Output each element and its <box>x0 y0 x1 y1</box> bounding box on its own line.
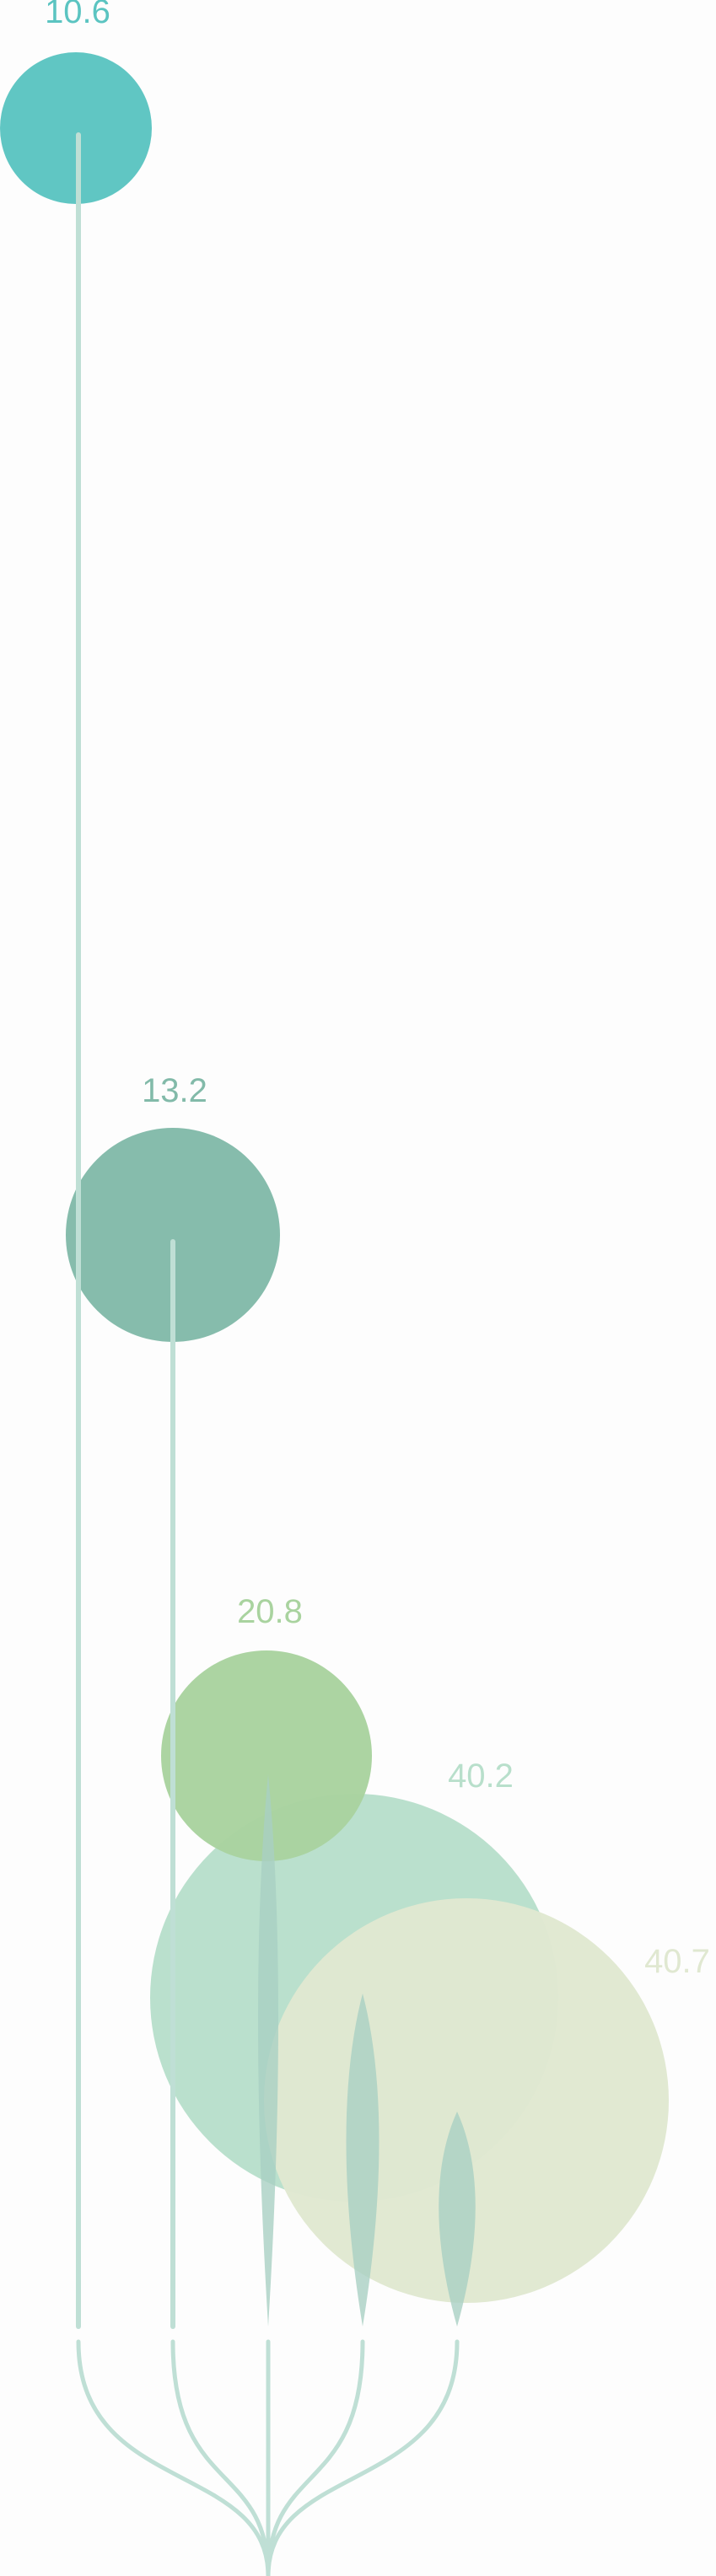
root-curve-2 <box>170 2339 271 2576</box>
value-label-3: 20.8 <box>237 1593 303 1630</box>
value-label-5: 40.7 <box>644 1943 710 1980</box>
value-label-1: 10.6 <box>45 0 110 30</box>
value-label-2: 13.2 <box>142 1072 207 1109</box>
stem-5 <box>439 2112 476 2326</box>
labels-layer: 10.6 13.2 20.8 40.2 40.7 <box>45 0 710 1980</box>
bubble-1 <box>0 52 152 204</box>
stem-4 <box>346 1994 380 2326</box>
bubble-2 <box>66 1128 280 1342</box>
stems-layer <box>76 132 476 2329</box>
value-label-4: 40.2 <box>448 1758 514 1795</box>
root-curve-5 <box>266 2339 460 2576</box>
root-curve-1 <box>76 2339 271 2576</box>
bubbles-layer <box>0 52 669 2303</box>
roots-layer <box>76 2339 460 2576</box>
stem-3 <box>258 1774 278 2326</box>
root-curve-4 <box>266 2339 365 2576</box>
bubble-3 <box>161 1650 372 1861</box>
